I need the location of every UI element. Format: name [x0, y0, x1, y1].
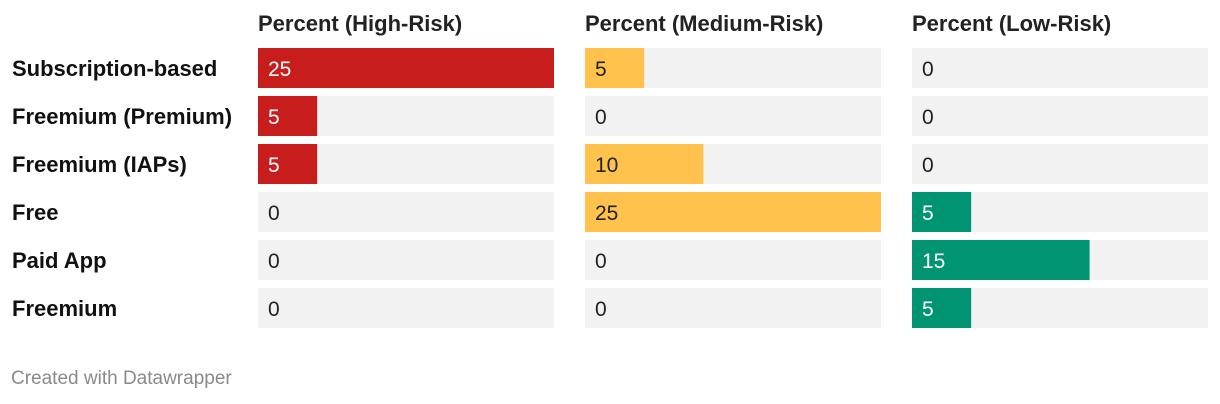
bar: [585, 48, 645, 88]
row-label: Freemium: [12, 296, 117, 321]
data-label: 25: [595, 202, 618, 225]
bar: [912, 240, 1090, 280]
data-label: 5: [922, 202, 934, 225]
data-label: 0: [268, 250, 280, 273]
data-label: 10: [595, 154, 618, 177]
bar-track: [258, 240, 554, 280]
bar-track: [912, 48, 1208, 88]
column-header: Percent (Medium-Risk): [585, 11, 823, 36]
credit-footer: Created with Datawrapper: [11, 368, 232, 389]
data-label: 0: [595, 106, 607, 129]
bar: [258, 144, 318, 184]
column-header: Percent (High-Risk): [258, 11, 462, 36]
column-header: Percent (Low-Risk): [912, 11, 1111, 36]
data-label: 5: [595, 58, 607, 81]
data-label: 0: [595, 298, 607, 321]
bar: [912, 192, 972, 232]
bar-track: [912, 96, 1208, 136]
bar-track: [585, 240, 881, 280]
bar-track: [912, 144, 1208, 184]
data-label: 0: [595, 250, 607, 273]
data-label: 15: [922, 250, 945, 273]
bar: [258, 96, 318, 136]
row-label: Free: [12, 200, 58, 225]
data-label: 0: [922, 58, 934, 81]
bar-track: [258, 288, 554, 328]
data-label: 25: [268, 58, 291, 81]
data-label: 5: [268, 154, 280, 177]
bar: [912, 288, 972, 328]
data-label: 5: [922, 298, 934, 321]
row-label: Freemium (Premium): [12, 104, 232, 129]
split-bar-chart: Percent (High-Risk) Percent (Medium-Risk)…: [12, 11, 1208, 328]
data-label: 0: [268, 202, 280, 225]
data-label: 0: [922, 106, 934, 129]
bar: [585, 192, 881, 232]
bar-track: [585, 96, 881, 136]
row-label: Subscription-based: [12, 56, 217, 81]
bar-track: [258, 192, 554, 232]
row-label: Paid App: [12, 248, 107, 273]
data-label: 0: [922, 154, 934, 177]
data-label: 0: [268, 298, 280, 321]
data-label: 5: [268, 106, 280, 129]
row-label: Freemium (IAPs): [12, 152, 187, 177]
bar: [258, 48, 554, 88]
bar-track: [585, 288, 881, 328]
bar: [585, 144, 704, 184]
